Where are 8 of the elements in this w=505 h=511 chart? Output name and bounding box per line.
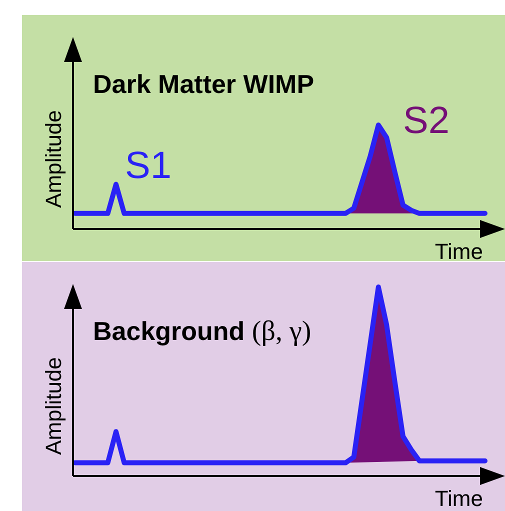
text: Background (β, γ) (93, 316, 312, 347)
x-axis-title: Time (434, 486, 483, 511)
y-axis-title: Amplitude (41, 357, 66, 455)
annotation: S2 (403, 100, 450, 142)
chart-title: Dark Matter WIMP (93, 69, 314, 99)
x-axis-title: Time (434, 239, 483, 264)
annotation: S1 (125, 145, 172, 187)
y-axis-title: Amplitude (41, 110, 66, 208)
